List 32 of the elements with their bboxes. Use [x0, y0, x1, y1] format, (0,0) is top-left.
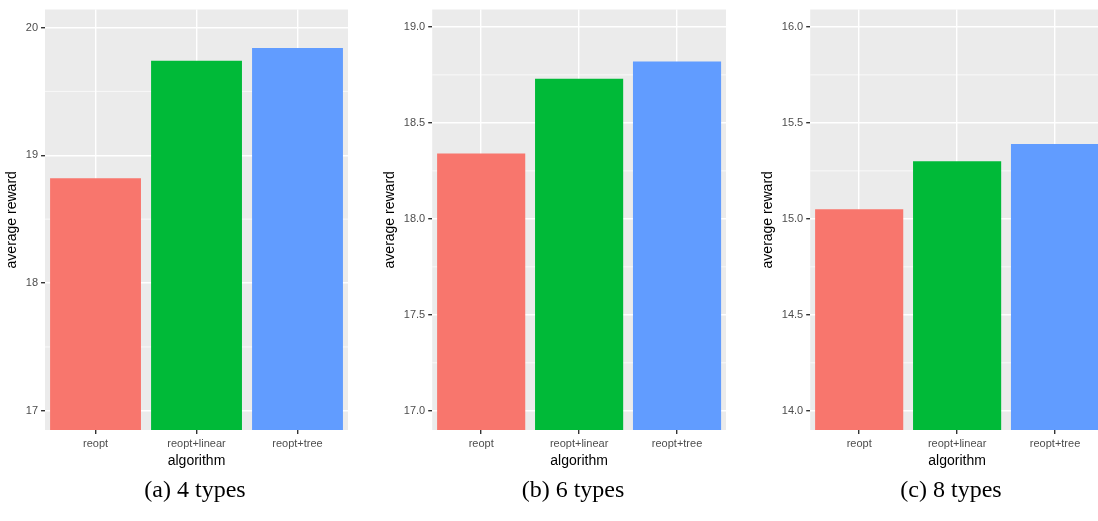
y-tick-label: 16.0 — [781, 19, 804, 32]
text: (c) 8 types — [899, 476, 1003, 503]
x-tick-label: reopt+tree — [651, 436, 703, 449]
y-tick-label: 17.5 — [403, 307, 426, 320]
text: (b) 6 types — [520, 476, 626, 503]
x-axis-title: algorithm — [928, 452, 986, 469]
y-tick-label: 14.5 — [781, 307, 804, 320]
x-tick-label: reopt+tree — [272, 436, 323, 449]
x-tick-label: reopt — [846, 436, 872, 449]
y-tick-label: 17.0 — [403, 403, 426, 416]
y-tick-label: 18.5 — [403, 115, 426, 128]
text: (a) 4 types — [143, 476, 247, 503]
y-tick-label: 15.5 — [781, 115, 804, 128]
x-axis-title: algorithm — [167, 452, 226, 469]
x-axis-title: algorithm — [550, 452, 608, 469]
x-tick-label: reopt — [82, 436, 109, 449]
y-tick-label: 17 — [25, 403, 39, 416]
y-axis-title: average reward — [381, 171, 398, 269]
y-tick-label: 19.0 — [403, 19, 426, 32]
y-axis-title: average reward — [759, 171, 776, 269]
x-tick-label: reopt+linear — [167, 436, 227, 449]
y-tick-label: 20 — [25, 20, 39, 33]
x-tick-label: reopt+linear — [549, 436, 609, 449]
x-tick-label: reopt+tree — [1029, 436, 1081, 449]
y-axis-title: average reward — [3, 171, 20, 269]
y-tick-label: 14.0 — [781, 403, 804, 416]
y-tick-label: 18.0 — [403, 211, 426, 224]
y-tick-label: 19 — [25, 148, 39, 161]
x-tick-label: reopt+linear — [927, 436, 987, 449]
y-tick-label: 15.0 — [781, 211, 804, 224]
y-tick-label: 18 — [25, 276, 39, 289]
x-tick-label: reopt — [468, 436, 494, 449]
